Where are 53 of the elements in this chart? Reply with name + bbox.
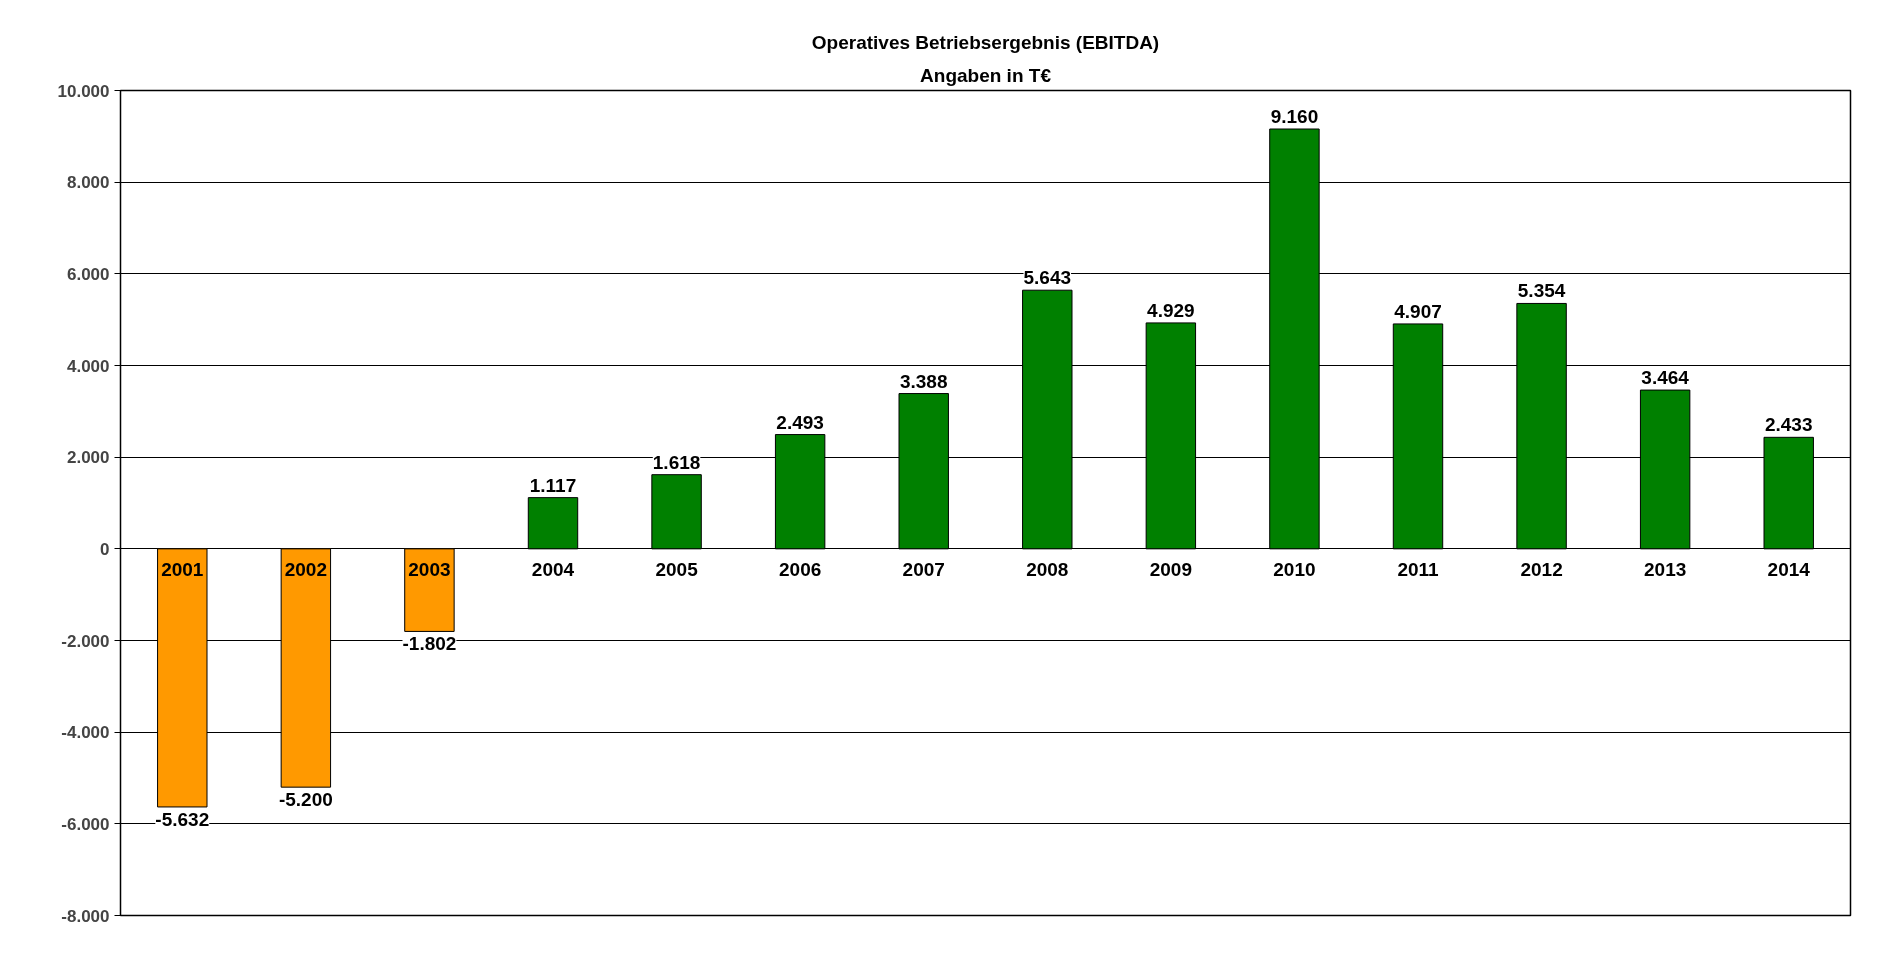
- data-label: 1.117: [529, 474, 577, 496]
- x-tick-label: 2010: [1273, 558, 1316, 580]
- data-label: -5.200: [278, 789, 333, 811]
- x-tick-label: 2009: [1149, 558, 1192, 580]
- x-tick-label: 2003: [408, 558, 451, 580]
- bar: [651, 474, 702, 550]
- bar: [280, 548, 332, 788]
- x-tick-label: 2012: [1520, 558, 1563, 580]
- data-label: 5.354: [1517, 280, 1566, 302]
- bar: [1516, 302, 1567, 550]
- x-tick-label: 2005: [655, 558, 699, 580]
- data-label: 9.160: [1270, 106, 1319, 127]
- x-tick-label: 2007: [902, 558, 945, 580]
- chart-subtitle: Angaben in T€: [920, 64, 1052, 86]
- data-label: 1.618: [652, 451, 701, 473]
- data-label: -5.632: [155, 808, 210, 830]
- x-tick-label: 2006: [779, 558, 822, 580]
- x-tick-label: 2001: [161, 558, 204, 580]
- bar: [1639, 389, 1691, 550]
- x-tick-label: 2004: [531, 558, 575, 580]
- x-tick-label: 2008: [1026, 558, 1069, 580]
- y-tick-label: 2.000: [66, 448, 110, 468]
- y-tick-label: -2.000: [61, 631, 110, 651]
- y-tick-label: 0: [100, 539, 110, 559]
- x-tick-label: 2011: [1397, 558, 1440, 580]
- bar: [898, 393, 949, 550]
- y-tick-label: -6.000: [61, 814, 110, 834]
- data-label: 2.433: [1764, 414, 1813, 436]
- data-label: 4.907: [1394, 300, 1442, 322]
- y-tick-label: -8.000: [61, 906, 110, 926]
- y-tick-label: 8.000: [66, 173, 110, 193]
- data-label: 3.464: [1641, 367, 1690, 389]
- data-label: -1.802: [402, 633, 457, 655]
- data-label: 5.643: [1023, 267, 1072, 289]
- x-tick-label: 2013: [1644, 558, 1687, 580]
- y-tick-label: 4.000: [66, 356, 110, 376]
- y-tick-label: 6.000: [66, 264, 110, 284]
- data-label: 2.493: [776, 411, 824, 433]
- bar: [1763, 436, 1814, 550]
- y-tick-label: 10.000: [57, 81, 110, 101]
- bar: [157, 548, 208, 808]
- bar: [527, 497, 579, 550]
- bar: [774, 434, 826, 550]
- y-tick-label: -4.000: [61, 723, 110, 743]
- bar: [1392, 323, 1444, 550]
- bar: [1145, 322, 1197, 550]
- data-label: 3.388: [899, 370, 948, 392]
- bar: [1022, 289, 1073, 550]
- bar: [404, 548, 455, 632]
- data-label: 4.929: [1147, 299, 1195, 321]
- x-tick-label: 2002: [284, 558, 327, 580]
- x-tick-label: 2014: [1767, 558, 1811, 580]
- chart-title: Operatives Betriebsergebnis (EBITDA): [811, 31, 1160, 53]
